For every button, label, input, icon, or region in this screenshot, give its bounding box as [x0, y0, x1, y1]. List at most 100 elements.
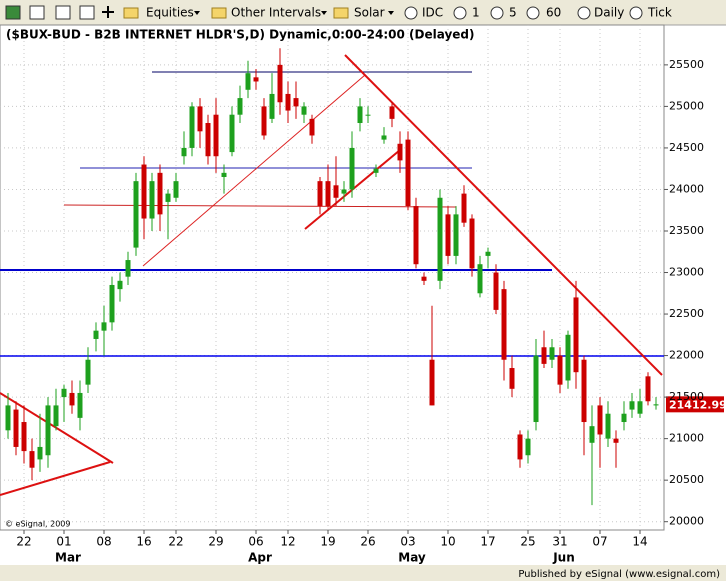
candle-body: [573, 297, 579, 373]
candle-body: [333, 185, 339, 198]
candle-body: [373, 168, 379, 173]
candle-body: [197, 106, 203, 132]
x-tick-label: 19: [320, 535, 335, 549]
toolbar-item[interactable]: Equities: [146, 6, 194, 20]
candle-body: [493, 272, 499, 310]
y-tick-label: 23500: [669, 224, 704, 237]
candle-body: [541, 347, 547, 364]
candle-body: [93, 330, 99, 339]
candle-body: [389, 106, 395, 119]
candle-body: [69, 392, 75, 406]
candle-body: [229, 114, 235, 153]
x-tick-label: 01: [56, 535, 71, 549]
footer: Published by eSignal (www.esignal.com): [518, 569, 720, 580]
footer-bar: [0, 565, 726, 581]
toolbar-item[interactable]: Tick: [647, 6, 672, 20]
y-tick-label: 24500: [669, 141, 704, 154]
last-price-box: [666, 396, 724, 413]
candle-body: [437, 197, 443, 281]
x-tick-label: 03: [400, 535, 415, 549]
candle-body: [77, 392, 83, 418]
x-tick-label: 14: [632, 535, 647, 549]
copyright: © eSignal, 2009: [5, 520, 70, 529]
y-tick-label: 20000: [669, 515, 704, 528]
candle-body: [381, 135, 387, 140]
candle-body: [317, 181, 323, 207]
toolbar-item[interactable]: Solar: [354, 6, 385, 20]
candle-body: [5, 405, 11, 431]
candle-body: [621, 413, 627, 423]
candle-body: [309, 118, 315, 136]
candle-body: [421, 276, 427, 281]
candle-body: [157, 172, 163, 215]
candle-body: [173, 181, 179, 198]
x-tick-label: 31: [552, 535, 567, 549]
month-label: May: [398, 551, 426, 565]
y-tick-label: 23000: [669, 266, 704, 279]
y-tick-label: 21500: [669, 390, 704, 403]
candle-body: [165, 193, 171, 202]
candle-body: [109, 284, 115, 323]
candle-body: [509, 368, 515, 389]
y-tick-label: 20500: [669, 473, 704, 486]
candle-body: [269, 93, 275, 119]
candle-body: [581, 359, 587, 423]
candle-body: [653, 404, 659, 406]
month-label: Apr: [248, 551, 272, 565]
candle-body: [533, 355, 539, 423]
candle-body: [221, 172, 227, 177]
month-label: Jun: [552, 551, 575, 565]
toolbar-item[interactable]: IDC: [422, 6, 443, 20]
candle-body: [565, 334, 571, 381]
candle-body: [301, 106, 307, 115]
candle-body: [213, 114, 219, 157]
candle-body: [261, 106, 267, 136]
candle-body: [85, 359, 91, 385]
candle-body: [141, 164, 147, 219]
candle-body: [557, 355, 563, 385]
candle-body: [461, 193, 467, 223]
toolbar-item[interactable]: Daily: [594, 6, 624, 20]
candle-body: [645, 376, 651, 402]
candle-body: [245, 73, 251, 90]
candle-body: [205, 123, 211, 157]
candle-body: [341, 189, 347, 194]
toolbar-item[interactable]: 5: [509, 6, 517, 20]
x-tick-label: 06: [248, 535, 263, 549]
candle-body: [357, 106, 363, 124]
candle-body: [605, 413, 611, 439]
x-tick-label: 25: [520, 535, 535, 549]
last-price-label: 21412.99: [669, 398, 726, 411]
x-tick-label: 29: [208, 535, 223, 549]
candle-body: [237, 98, 243, 115]
month-label: Mar: [55, 551, 81, 565]
candle-body: [501, 289, 507, 360]
candle-body: [189, 106, 195, 148]
x-tick-label: 17: [480, 535, 495, 549]
candle-body: [37, 446, 43, 460]
toolbar-item[interactable]: 60: [546, 6, 561, 20]
candle-body: [277, 64, 283, 103]
candle-body: [53, 405, 59, 427]
candle-body: [125, 260, 131, 277]
candle-body: [253, 77, 259, 82]
toolbar-item[interactable]: Other Intervals: [231, 6, 321, 20]
candle-body: [349, 147, 355, 190]
candle-body: [133, 181, 139, 248]
candle-body: [181, 147, 187, 157]
toolbar-icons: [5, 5, 643, 20]
x-tick-label: 12: [280, 535, 295, 549]
candle-body: [613, 438, 619, 443]
candle-body: [469, 218, 475, 269]
candle-body: [525, 438, 531, 456]
candle-body: [453, 214, 459, 256]
candle-body: [293, 98, 299, 107]
chart-title: ($BUX-BUD - B2B INTERNET HLDR'S,D) Dynam…: [6, 28, 475, 42]
plot-area: [0, 24, 665, 531]
toolbar-item[interactable]: 1: [472, 6, 480, 20]
candle-body: [101, 322, 107, 331]
y-tick-label: 22500: [669, 307, 704, 320]
x-tick-label: 16: [136, 535, 151, 549]
candle-body: [117, 280, 123, 290]
